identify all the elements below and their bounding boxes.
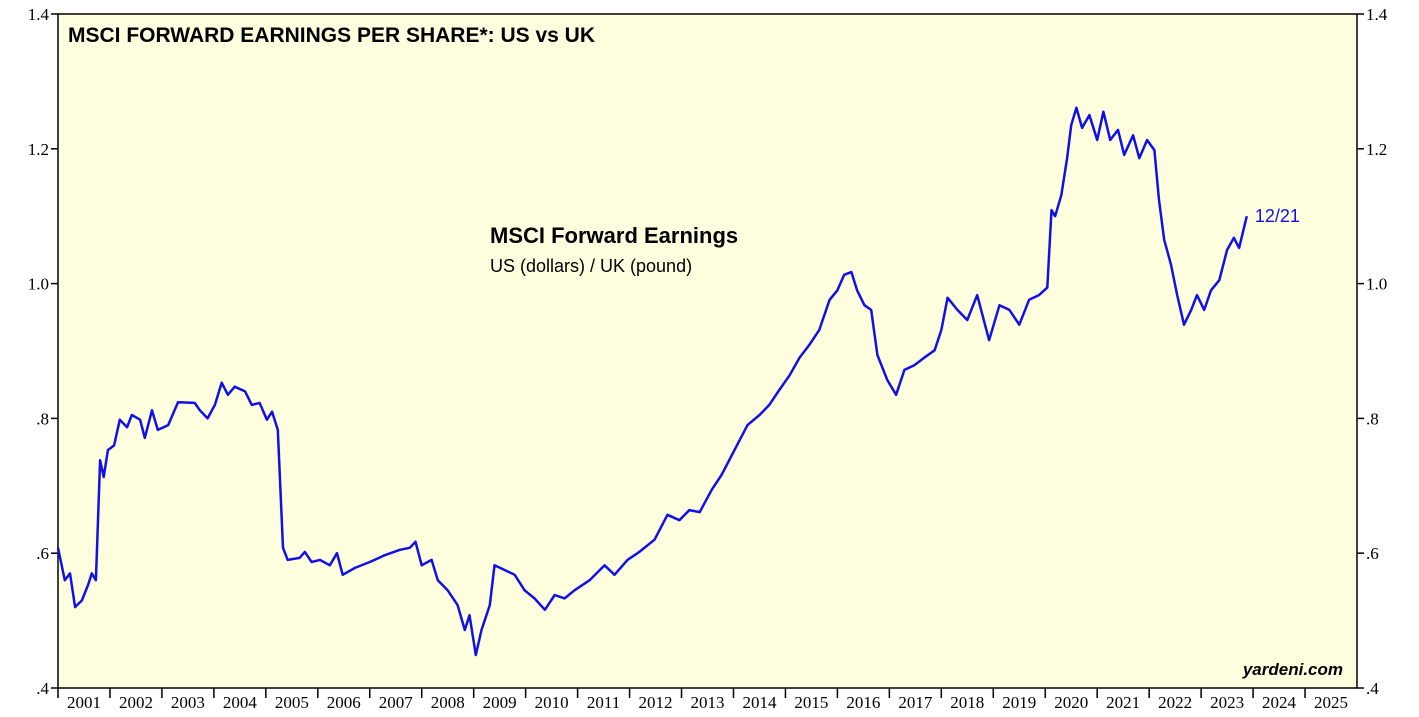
x-tick-label: 2020 [1054,693,1088,712]
x-tick-label: 2016 [846,693,880,712]
y-tick-label: 1.4 [28,5,50,24]
x-tick-label: 2023 [1210,693,1244,712]
x-tick-label: 2017 [898,693,933,712]
y-tick-label: .8 [36,409,49,428]
x-tick-label: 2003 [171,693,205,712]
x-tick-label: 2004 [223,693,258,712]
x-tick-label: 2025 [1314,693,1348,712]
y-tick-label: 1.2 [28,140,49,159]
x-tick-label: 2024 [1262,693,1297,712]
y2-tick-label: 1.0 [1366,275,1387,294]
y-tick-label: .4 [36,679,49,698]
x-tick-label: 2005 [275,693,309,712]
series-label: US (dollars) / UK (pound) [490,256,692,276]
x-tick-label: 2011 [587,693,620,712]
y2-tick-label: .4 [1366,679,1379,698]
source: yardeni.com [1242,660,1343,679]
x-tick-label: 2009 [483,693,517,712]
x-tick-label: 2014 [742,693,777,712]
x-tick-label: 2018 [950,693,984,712]
y2-tick-label: .6 [1366,544,1379,563]
x-tick-label: 2002 [119,693,153,712]
x-tick-label: 2008 [431,693,465,712]
x-tick-label: 2015 [794,693,828,712]
x-tick-label: 2006 [327,693,361,712]
plot-area [57,13,1358,689]
chart-title: MSCI FORWARD EARNINGS PER SHARE*: US vs … [68,24,595,47]
end-label: 12/21 [1255,206,1300,226]
x-tick-label: 2012 [639,693,673,712]
x-tick-label: 2019 [1002,693,1036,712]
subtitle: MSCI Forward Earnings [490,223,738,248]
x-tick-label: 2007 [379,693,414,712]
y-tick-label: 1.0 [28,275,49,294]
y-tick-label: .6 [36,544,49,563]
x-tick-label: 2010 [535,693,569,712]
y2-tick-label: 1.4 [1366,5,1388,24]
line-series [56,106,1249,657]
y2-tick-label: .8 [1366,409,1379,428]
x-tick-label: 2021 [1106,693,1140,712]
x-tick-label: 2013 [691,693,725,712]
x-tick-label: 2001 [67,693,101,712]
y2-tick-label: 1.2 [1366,140,1387,159]
x-tick-label: 2022 [1158,693,1192,712]
